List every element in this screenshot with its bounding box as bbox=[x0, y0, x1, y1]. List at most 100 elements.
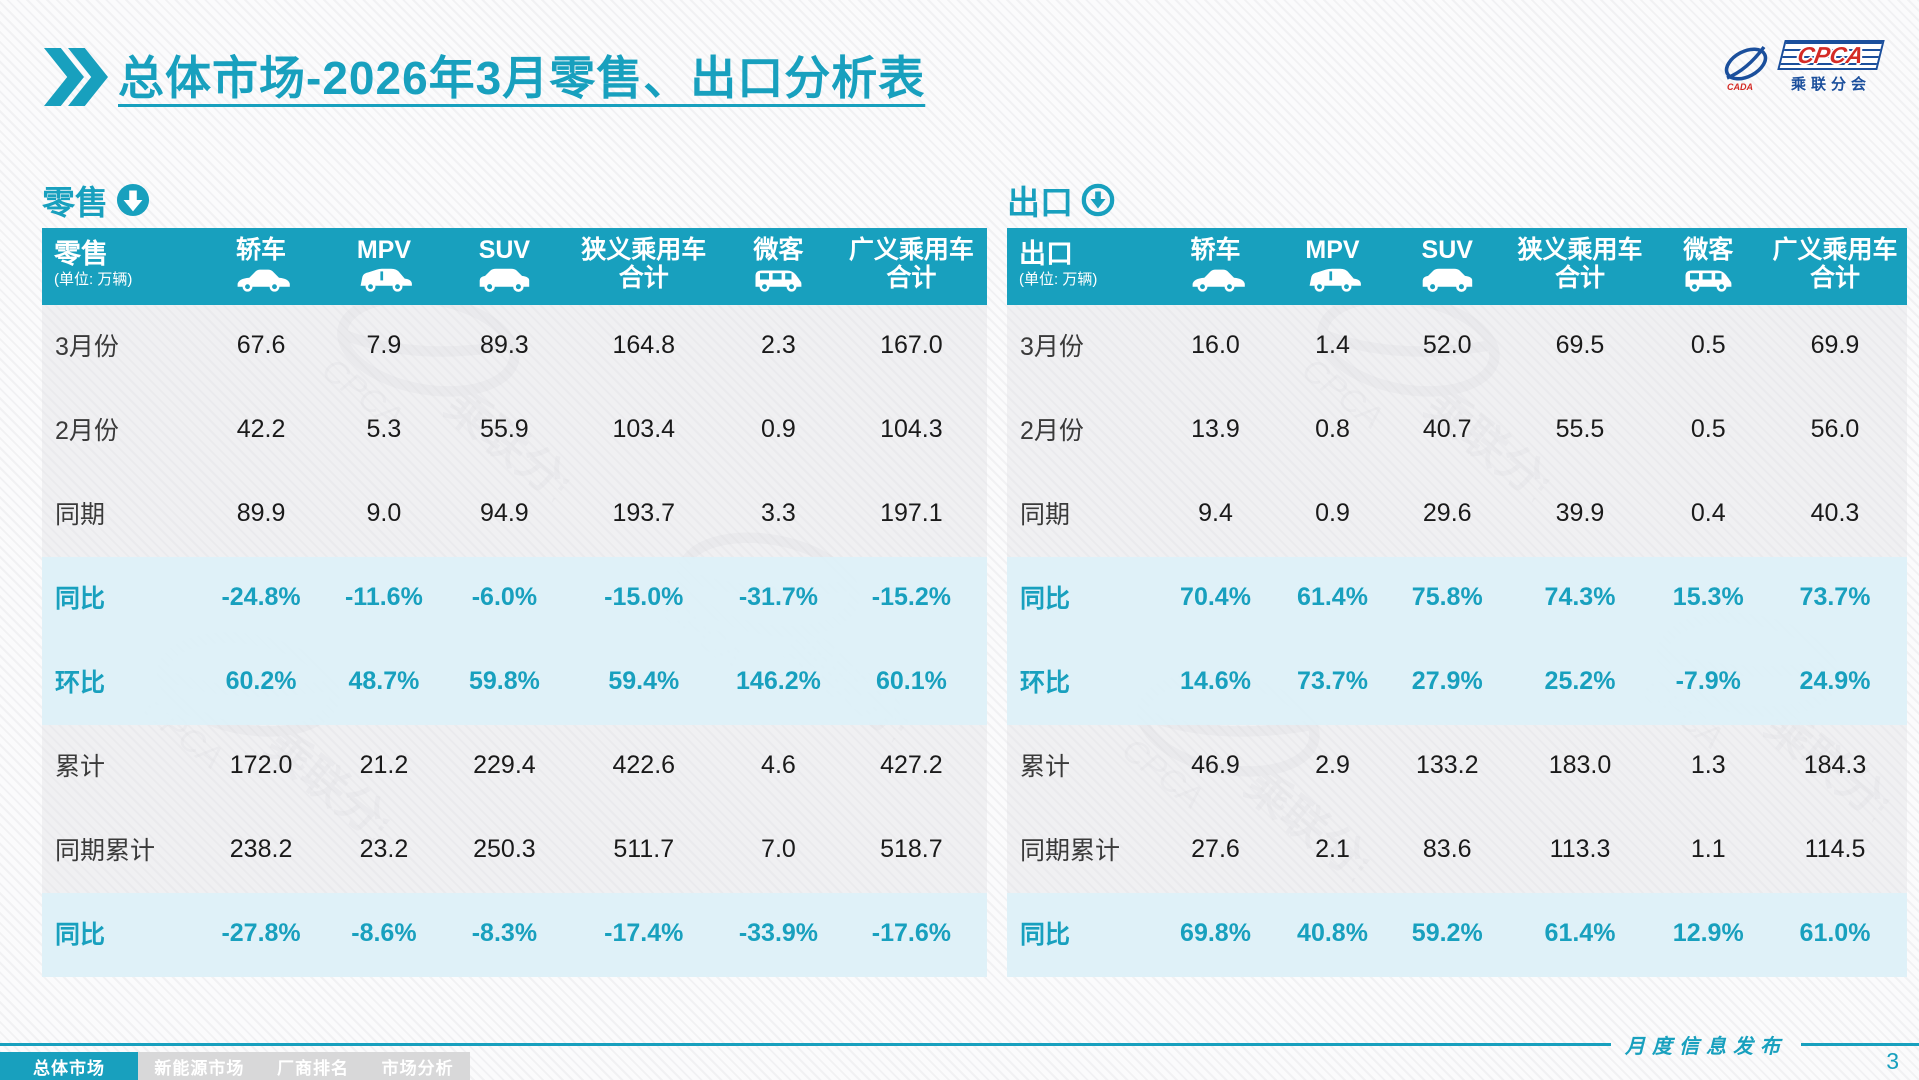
data-cell: 59.4% bbox=[566, 641, 728, 725]
column-header-narrow-pv-total: 狭义乘用车 合计 bbox=[1506, 228, 1660, 305]
nav-tab-market-analysis[interactable]: 市场分析 bbox=[381, 1058, 454, 1078]
data-cell: 250.3 bbox=[448, 809, 567, 893]
row-label: 累计 bbox=[42, 725, 203, 809]
nav-tab-overall-market[interactable]: 总体市场 bbox=[0, 1052, 138, 1080]
data-cell: 73.7% bbox=[1763, 557, 1907, 641]
data-cell: 7.0 bbox=[727, 809, 836, 893]
table-row: 同期累计 238.2 23.2 250.3 511.7 7.0 518.7 bbox=[42, 809, 987, 893]
data-cell: 0.8 bbox=[1277, 389, 1394, 473]
data-cell: 27.6 bbox=[1160, 809, 1277, 893]
data-cell: 183.0 bbox=[1506, 725, 1660, 809]
table-row: 累计 172.0 21.2 229.4 422.6 4.6 427.2 bbox=[42, 725, 987, 809]
data-cell: 193.7 bbox=[566, 473, 728, 557]
data-cell: 27.9% bbox=[1394, 641, 1507, 725]
nav-tab-nev-market[interactable]: 新能源市场 bbox=[154, 1058, 245, 1078]
data-cell: 75.8% bbox=[1394, 557, 1507, 641]
data-cell: 24.9% bbox=[1763, 641, 1907, 725]
export-table-block: 出口 出口 (单位: 万辆) 轿车 MPV SUV 狭义乘用车 合计 bbox=[1007, 178, 1907, 977]
data-cell: 9.0 bbox=[325, 473, 449, 557]
data-cell: 15.3% bbox=[1659, 557, 1763, 641]
data-cell: 60.2% bbox=[202, 641, 326, 725]
data-cell: 104.3 bbox=[835, 389, 987, 473]
retail-header-title-cell: 零售 (单位: 万辆) bbox=[42, 228, 203, 305]
data-cell: 146.2% bbox=[727, 641, 836, 725]
column-header-broad-pv-total: 广义乘用车 合计 bbox=[1763, 228, 1907, 305]
data-cell: 61.4% bbox=[1277, 557, 1394, 641]
down-arrow-filled-circle-icon bbox=[116, 183, 150, 217]
retail-section-label: 零售 bbox=[42, 184, 108, 221]
bottom-nav: 总体市场 新能源市场 厂商排名 市场分析 bbox=[0, 1052, 470, 1080]
retail-table: 零售 (单位: 万辆) 轿车 MPV SUV 狭义乘用车 合计 微客 广义乘用车合… bbox=[42, 228, 987, 977]
data-cell: 167.0 bbox=[835, 305, 987, 389]
data-cell: 23.2 bbox=[325, 809, 449, 893]
data-cell: 55.9 bbox=[448, 389, 567, 473]
table-row: 2月份 42.2 5.3 55.9 103.4 0.9 104.3 bbox=[42, 389, 987, 473]
data-cell: -33.9% bbox=[727, 893, 836, 977]
data-cell: 2.1 bbox=[1277, 809, 1394, 893]
footer-note: 月度信息发布 bbox=[1625, 1034, 1787, 1058]
row-label: 同期累计 bbox=[42, 809, 203, 893]
table-row: 环比 60.2% 48.7% 59.8% 59.4% 146.2% 60.1% bbox=[42, 641, 987, 725]
row-label: 同期 bbox=[1007, 473, 1160, 557]
data-cell: 0.4 bbox=[1659, 473, 1763, 557]
table-row: 3月份 67.6 7.9 89.3 164.8 2.3 167.0 bbox=[42, 305, 987, 389]
data-cell: 133.2 bbox=[1394, 725, 1507, 809]
sedan-icon bbox=[1187, 266, 1245, 293]
row-label: 同比 bbox=[42, 557, 203, 641]
microvan-icon bbox=[749, 266, 807, 293]
data-cell: 25.2% bbox=[1506, 641, 1660, 725]
data-cell: -8.3% bbox=[448, 893, 567, 977]
export-header-row: 出口 (单位: 万辆) 轿车 MPV SUV 狭义乘用车 合计 微客 广义乘用车合… bbox=[1007, 228, 1907, 305]
table-row: 同比 -27.8% -8.6% -8.3% -17.4% -33.9% -17.6% bbox=[42, 893, 987, 977]
retail-header-row: 零售 (单位: 万辆) 轿车 MPV SUV 狭义乘用车 合计 微客 广义乘用车合… bbox=[42, 228, 987, 305]
export-section-head: 出口 bbox=[1007, 178, 1907, 222]
data-cell: 40.8% bbox=[1277, 893, 1394, 977]
page-header: 总体市场-2026年3月零售、出口分析表 CADA CPCA 乘联分会 bbox=[44, 40, 1889, 122]
data-cell: -24.8% bbox=[202, 557, 326, 641]
data-cell: 4.6 bbox=[727, 725, 836, 809]
data-cell: 83.6 bbox=[1394, 809, 1507, 893]
data-cell: 2.9 bbox=[1277, 725, 1394, 809]
data-cell: -15.0% bbox=[566, 557, 728, 641]
data-cell: 69.5 bbox=[1506, 305, 1660, 389]
data-cell: 1.3 bbox=[1659, 725, 1763, 809]
data-cell: 3.3 bbox=[727, 473, 836, 557]
nav-tab-manufacturer-ranking[interactable]: 厂商排名 bbox=[276, 1058, 349, 1078]
column-header-microvan: 微客 bbox=[1659, 228, 1763, 305]
data-cell: -6.0% bbox=[448, 557, 567, 641]
data-cell: 172.0 bbox=[202, 725, 326, 809]
row-label: 2月份 bbox=[42, 389, 203, 473]
row-label: 同期 bbox=[42, 473, 203, 557]
row-label: 同比 bbox=[42, 893, 203, 977]
unit-note: (单位: 万辆) bbox=[54, 270, 133, 288]
data-cell: 40.3 bbox=[1763, 473, 1907, 557]
data-cell: -17.4% bbox=[566, 893, 728, 977]
data-cell: 518.7 bbox=[835, 809, 987, 893]
cpca-logo-box: CPCA bbox=[1777, 40, 1885, 70]
column-header-sedan: 轿车 bbox=[202, 228, 326, 305]
row-label: 累计 bbox=[1007, 725, 1160, 809]
row-label: 3月份 bbox=[1007, 305, 1160, 389]
data-cell: 7.9 bbox=[325, 305, 449, 389]
data-cell: 39.9 bbox=[1506, 473, 1660, 557]
data-cell: 52.0 bbox=[1394, 305, 1507, 389]
data-cell: 60.1% bbox=[835, 641, 987, 725]
row-label: 同比 bbox=[1007, 557, 1160, 641]
data-cell: 114.5 bbox=[1763, 809, 1907, 893]
data-cell: 69.9 bbox=[1763, 305, 1907, 389]
data-cell: 229.4 bbox=[448, 725, 567, 809]
row-label: 2月份 bbox=[1007, 389, 1160, 473]
data-cell: 1.1 bbox=[1659, 809, 1763, 893]
column-header-narrow-pv-total: 狭义乘用车 合计 bbox=[566, 228, 728, 305]
footer-rule: 月度信息发布 bbox=[0, 1030, 1919, 1059]
nav-tab-strip: 新能源市场 厂商排名 市场分析 bbox=[138, 1052, 470, 1080]
double-chevron-icon bbox=[44, 48, 108, 106]
page-title: 总体市场-2026年3月零售、出口分析表 bbox=[118, 52, 926, 104]
microvan-icon bbox=[1679, 266, 1737, 293]
table-row: 同期 89.9 9.0 94.9 193.7 3.3 197.1 bbox=[42, 473, 987, 557]
data-cell: 40.7 bbox=[1394, 389, 1507, 473]
data-cell: -17.6% bbox=[835, 893, 987, 977]
data-cell: 29.6 bbox=[1394, 473, 1507, 557]
export-table: 出口 (单位: 万辆) 轿车 MPV SUV 狭义乘用车 合计 微客 广义乘用车合… bbox=[1007, 228, 1907, 977]
